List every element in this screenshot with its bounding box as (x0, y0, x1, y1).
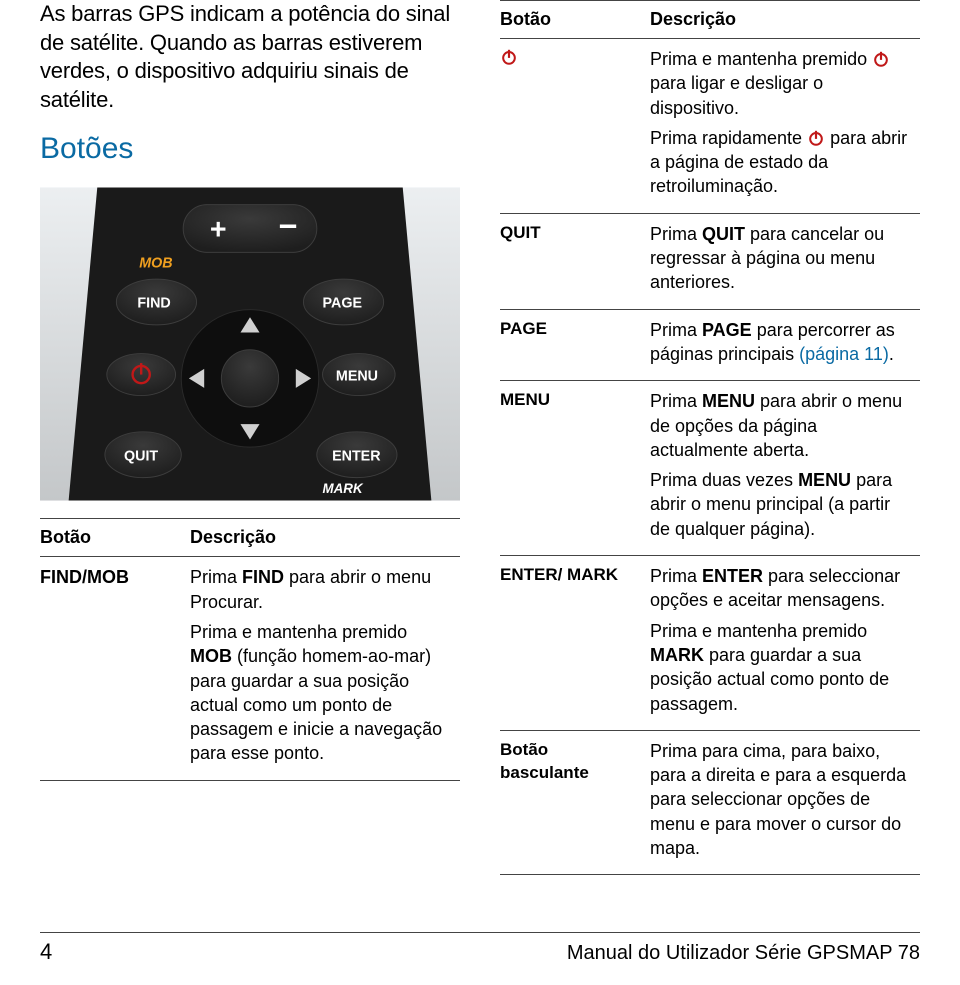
button-key: PAGE (500, 309, 650, 381)
section-title: Botões (40, 132, 460, 166)
svg-text:+: + (210, 214, 227, 246)
remote-illustration: + − MOB FIND PAGE (40, 180, 460, 508)
power-icon (872, 50, 890, 68)
right-button-table: Botão Descrição Prima e mantenha premido… (500, 0, 920, 875)
dpad (181, 310, 318, 447)
table-row: PAGEPrima PAGE para percorrer as páginas… (500, 309, 920, 381)
footer: 4 Manual do Utilizador Série GPSMAP 78 (40, 932, 920, 965)
find-button: FIND (116, 279, 196, 325)
footer-title: Manual do Utilizador Série GPSMAP 78 (567, 942, 920, 965)
button-desc: Prima MENU para abrir o menu de opções d… (650, 381, 920, 556)
left-th-desc: Descrição (190, 519, 460, 557)
svg-text:FIND: FIND (137, 296, 170, 312)
power-icon (807, 129, 825, 147)
svg-text:−: − (279, 208, 298, 244)
button-desc: Prima ENTER para seleccionar opções e ac… (650, 556, 920, 731)
table-row: ENTER/ MARKPrima ENTER para seleccionar … (500, 556, 920, 731)
enter-button: ENTER (317, 432, 397, 478)
mob-label: MOB (139, 256, 172, 272)
menu-button: MENU (323, 354, 396, 396)
button-desc: Prima e mantenha premido para ligar e de… (650, 39, 920, 214)
svg-text:PAGE: PAGE (323, 296, 362, 312)
button-key: Botão basculante (500, 730, 650, 874)
table-row: Prima e mantenha premido para ligar e de… (500, 39, 920, 214)
table-row: MENUPrima MENU para abrir o menu de opçõ… (500, 381, 920, 556)
button-desc: Prima PAGE para percorrer as páginas pri… (650, 309, 920, 381)
button-key: QUIT (500, 213, 650, 309)
button-key (500, 39, 650, 214)
right-th-desc: Descrição (650, 1, 920, 39)
quit-button: QUIT (105, 432, 181, 478)
zoom-rocker: + − (183, 205, 317, 253)
page-button: PAGE (303, 279, 383, 325)
table-row: FIND/MOBPrima FIND para abrir o menu Pro… (40, 557, 460, 780)
mark-label: MARK (323, 481, 364, 496)
table-row: QUITPrima QUIT para cancelar ou regressa… (500, 213, 920, 309)
button-key: FIND/MOB (40, 557, 190, 780)
page-number: 4 (40, 939, 52, 965)
button-desc: Prima QUIT para cancelar ou regressar à … (650, 213, 920, 309)
intro-text: As barras GPS indicam a potência do sina… (40, 0, 460, 114)
power-button (107, 354, 176, 396)
left-button-table: Botão Descrição FIND/MOBPrima FIND para … (40, 518, 460, 780)
svg-text:ENTER: ENTER (332, 449, 381, 465)
button-key: MENU (500, 381, 650, 556)
table-row: Botão basculantePrima para cima, para ba… (500, 730, 920, 874)
svg-text:QUIT: QUIT (124, 449, 158, 465)
button-key: ENTER/ MARK (500, 556, 650, 731)
left-th-botao: Botão (40, 519, 190, 557)
right-th-botao: Botão (500, 1, 650, 39)
svg-text:MENU: MENU (336, 369, 378, 385)
button-desc: Prima para cima, para baixo, para a dire… (650, 730, 920, 874)
button-desc: Prima FIND para abrir o menu Procurar.Pr… (190, 557, 460, 780)
power-icon (500, 48, 518, 66)
